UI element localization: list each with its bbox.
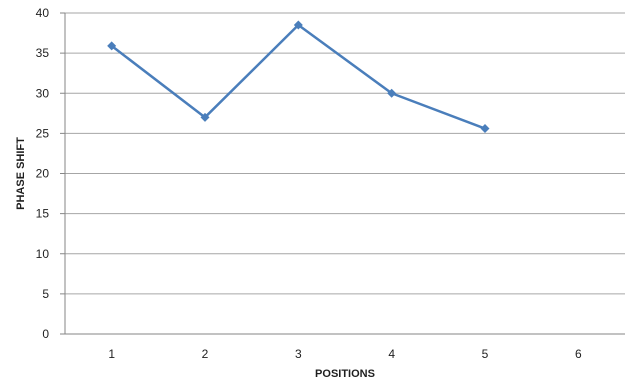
y-axis-title: PHASE SHIFT [15,137,27,210]
y-tick-labels: 0 5 10 15 20 25 30 35 40 [36,6,65,341]
series-markers [107,20,490,134]
y-tick-label: 20 [36,167,50,181]
x-tick-labels: 1 2 3 4 5 6 [108,347,582,361]
y-tick-label: 10 [36,247,50,261]
gridlines [65,12,625,295]
data-point-marker [200,112,210,122]
x-axis-title: POSITIONS [315,368,375,380]
x-tick-label: 6 [575,347,582,361]
y-tick-label: 25 [36,126,50,140]
y-tick-label: 15 [36,207,50,221]
y-tick-label: 5 [42,287,49,301]
x-tick-label: 2 [202,347,209,361]
data-point-marker [387,88,397,98]
data-point-marker [293,20,303,30]
x-tick-label: 4 [388,347,395,361]
y-tick-label: 40 [36,6,50,20]
y-tick-label: 30 [36,86,50,100]
data-point-marker [107,41,117,51]
y-tick-label: 0 [42,327,49,341]
data-point-marker [480,124,490,134]
x-tick-label: 3 [295,347,302,361]
x-tick-label: 1 [108,347,115,361]
x-tick-label: 5 [482,347,489,361]
series-line [110,23,486,130]
y-tick-label: 35 [36,46,50,60]
